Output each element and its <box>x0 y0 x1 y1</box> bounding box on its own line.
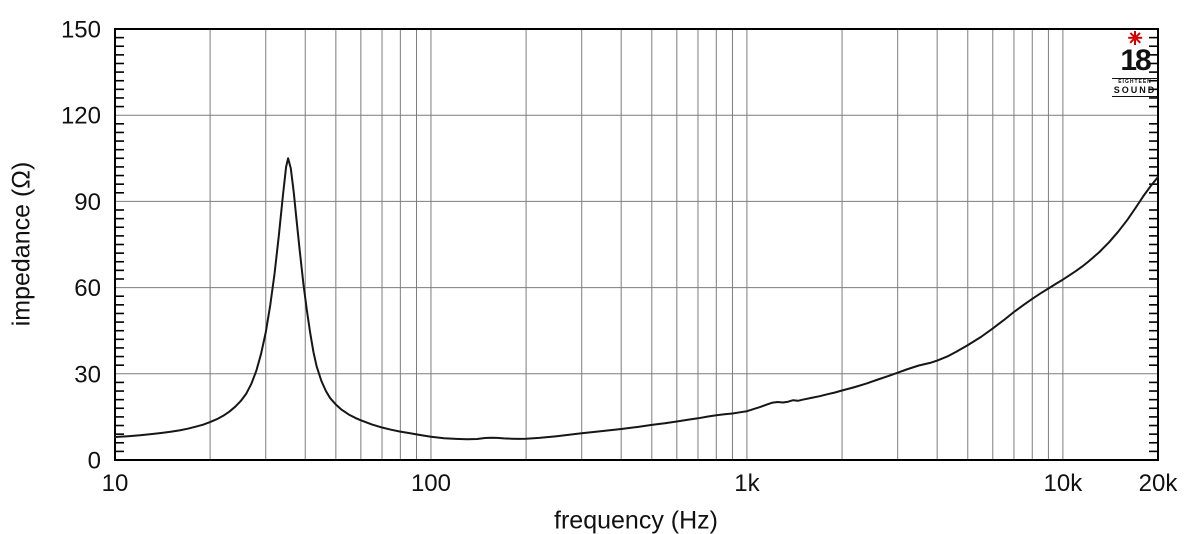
y-tick-label: 90 <box>74 189 101 216</box>
impedance-curve <box>114 157 1159 441</box>
logo-brand-line1: EIGHTEEN <box>1112 78 1158 85</box>
x-tick-label: 10k <box>1044 470 1084 497</box>
y-tick-label: 150 <box>61 17 101 44</box>
y-tick-label: 120 <box>61 103 101 130</box>
y-tick-label: 30 <box>74 361 101 388</box>
y-tick-label: 0 <box>88 448 101 475</box>
logo-brand-line2: SOUND <box>1112 85 1158 97</box>
y-axis-title: impedance (Ω) <box>7 161 36 327</box>
x-tick-label: 1k <box>734 470 760 497</box>
logo-star-icon <box>1128 31 1143 45</box>
plot-border <box>114 28 1159 461</box>
y-tick-label: 60 <box>74 275 101 302</box>
x-tick-label: 20k <box>1139 470 1179 497</box>
eighteen-sound-logo: 18 EIGHTEEN SOUND <box>1112 31 1158 97</box>
x-axis-title: frequency (Hz) <box>554 506 718 534</box>
logo-number: 18 <box>1120 44 1151 77</box>
x-tick-label: 100 <box>411 470 451 497</box>
x-tick-label: 10 <box>102 470 129 497</box>
